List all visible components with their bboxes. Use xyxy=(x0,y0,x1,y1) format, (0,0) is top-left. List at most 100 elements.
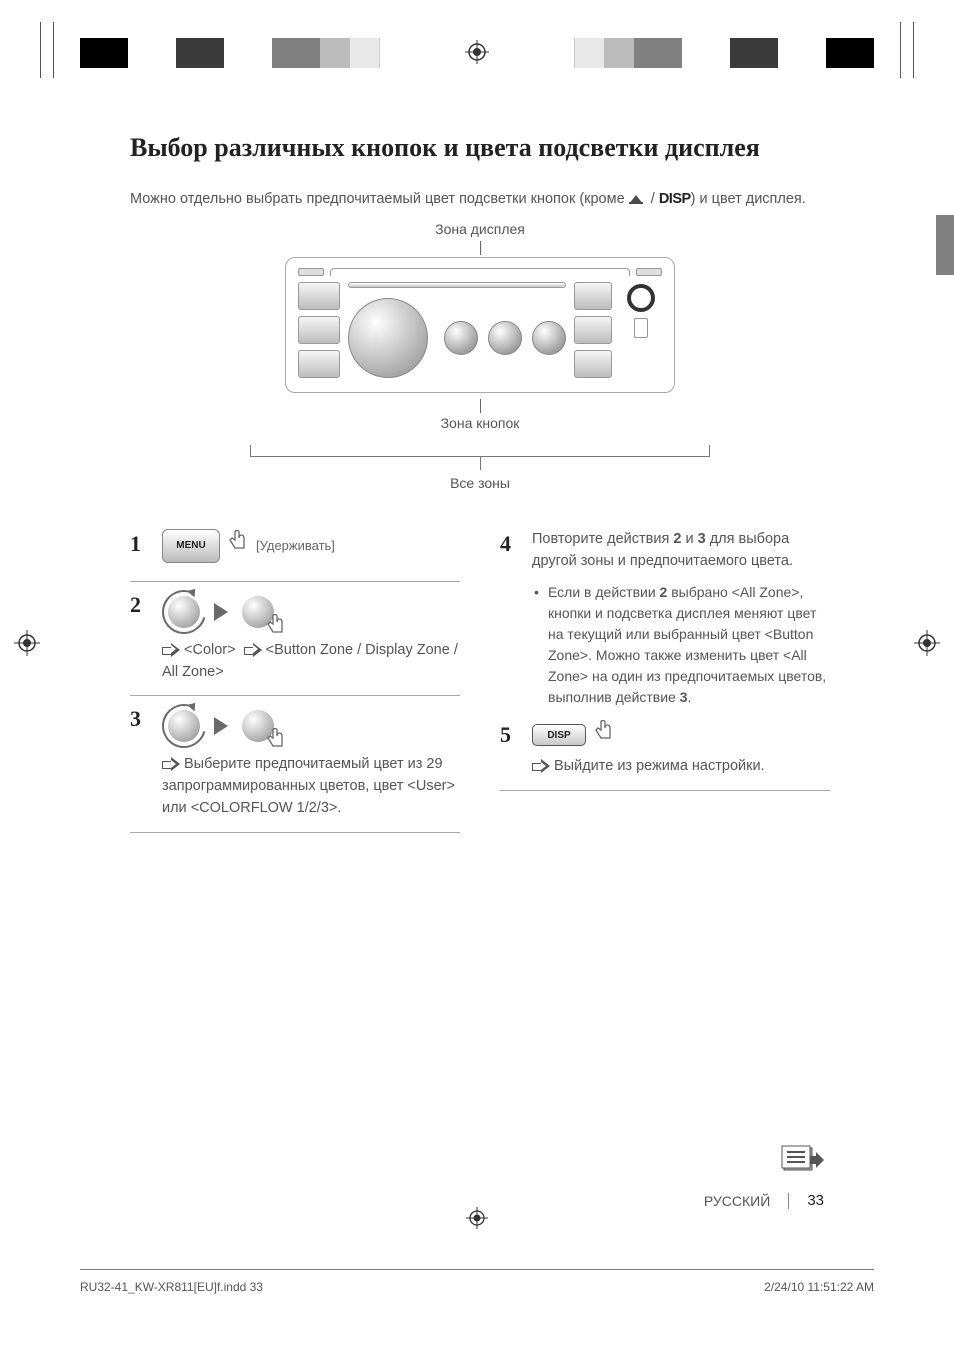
pointer-line xyxy=(480,241,481,255)
steps-right-column: 4 Повторите действия 2 и 3 для выбора др… xyxy=(500,521,830,833)
intro-prefix: Можно отдельно выбрать предпочитаемый цв… xyxy=(130,191,629,207)
small-knob xyxy=(488,321,522,355)
side-button xyxy=(574,282,612,310)
intro-suffix: ) и цвет дисплея. xyxy=(691,191,806,207)
menu-button-icon: MENU xyxy=(162,529,220,563)
crop-mark-left xyxy=(40,22,54,78)
swatch xyxy=(128,38,176,68)
lcd-area xyxy=(348,282,566,288)
small-knob xyxy=(532,321,566,355)
side-button xyxy=(298,316,340,344)
swatch xyxy=(826,38,874,68)
swatch xyxy=(682,38,730,68)
page-content: Выбор различных кнопок и цвета подсветки… xyxy=(130,130,830,833)
hold-label: [Удерживать] xyxy=(256,536,335,556)
rotate-knob-icon xyxy=(162,590,206,634)
outline-arrow-icon xyxy=(162,644,180,656)
step4-and: и xyxy=(681,531,697,547)
radio-diagram: Зона дисплея xyxy=(220,221,740,491)
registration-mark-bottom xyxy=(466,1207,488,1232)
side-button xyxy=(298,350,340,378)
button-zone-label: Зона кнопок xyxy=(220,415,740,431)
bullet-text: . xyxy=(688,689,692,705)
step4-bullet: Если в действии 2 выбрано <All Zone>, кн… xyxy=(532,582,830,708)
hand-press-icon xyxy=(228,530,248,561)
right-buttons xyxy=(574,282,612,378)
steps-container: 1 MENU [Удерживать] 2 xyxy=(130,521,830,833)
small-knob xyxy=(444,321,478,355)
hand-press-icon xyxy=(594,720,614,750)
ring-button xyxy=(627,284,655,312)
step-1: 1 MENU [Удерживать] xyxy=(130,521,460,582)
color-swatches-right xyxy=(574,38,874,68)
panel-tab xyxy=(636,268,662,276)
source-file: RU32-41_KW-XR811[EU]f.indd 33 xyxy=(80,1280,263,1294)
swatch xyxy=(350,38,380,68)
intro-text: Можно отдельно выбрать предпочитаемый цв… xyxy=(130,189,830,211)
swatch xyxy=(176,38,224,68)
registration-mark-left xyxy=(14,630,40,661)
outline-arrow-icon xyxy=(162,758,180,770)
right-controls xyxy=(620,282,662,378)
crop-mark-right xyxy=(900,22,914,78)
all-zones-label: Все зоны xyxy=(220,475,740,491)
print-metadata: RU32-41_KW-XR811[EU]f.indd 33 2/24/10 11… xyxy=(80,1269,874,1294)
step-number: 5 xyxy=(500,720,520,746)
continue-icon xyxy=(780,1142,824,1174)
swatch xyxy=(778,38,826,68)
rotate-knob-icon xyxy=(162,704,206,748)
radio-illustration xyxy=(285,257,675,393)
step3-text: Выберите предпочитаемый цвет из 29 запро… xyxy=(162,756,455,816)
swatch xyxy=(320,38,350,68)
menu-button-label: MENU xyxy=(176,538,205,553)
page-title: Выбор различных кнопок и цвета подсветки… xyxy=(130,130,830,165)
registration-mark-right xyxy=(914,630,940,661)
arrow-right-icon xyxy=(214,717,228,735)
registration-mark-top xyxy=(465,40,489,69)
outline-arrow-icon xyxy=(532,760,550,772)
arrow-right-icon xyxy=(214,603,228,621)
bullet-text: выбрано <All Zone>, кнопки и подсветка д… xyxy=(548,584,826,705)
step-2: 2 <Color> <Button Zone / Display Zone / … xyxy=(130,582,460,697)
color-swatches-left xyxy=(80,38,380,68)
page-footer: РУССКИЙ 33 xyxy=(704,1192,824,1209)
swatch xyxy=(730,38,778,68)
side-button xyxy=(574,350,612,378)
registration-bar-top xyxy=(0,30,954,70)
step5-text: Выйдите из режима настройки. xyxy=(554,758,765,774)
side-button xyxy=(298,282,340,310)
outline-arrow-icon xyxy=(244,644,262,656)
main-knob xyxy=(348,298,428,378)
steps-left-column: 1 MENU [Удерживать] 2 xyxy=(130,521,460,833)
disp-label: DISP xyxy=(659,191,691,207)
panel-tab xyxy=(298,268,324,276)
step-number: 3 xyxy=(130,704,150,730)
eject-icon-bar xyxy=(629,202,643,204)
press-knob-icon xyxy=(236,704,280,748)
footer-separator xyxy=(788,1193,789,1209)
swatch xyxy=(634,38,682,68)
swatch xyxy=(574,38,604,68)
step-5: 5 DISP Выйдите из режима настройки. xyxy=(500,712,830,791)
step4-text: Повторите действия xyxy=(532,531,673,547)
left-buttons xyxy=(298,282,340,378)
step-number: 4 xyxy=(500,529,520,555)
disp-button-icon: DISP xyxy=(532,724,586,746)
step-number: 1 xyxy=(130,529,150,555)
print-timestamp: 2/24/10 11:51:22 AM xyxy=(764,1280,874,1294)
side-button xyxy=(574,316,612,344)
page-number: 33 xyxy=(807,1192,824,1209)
step-3: 3 Выберите предпочитаемый цвет из 29 зап… xyxy=(130,696,460,832)
swatch xyxy=(604,38,634,68)
step-number: 2 xyxy=(130,590,150,616)
swatch xyxy=(272,38,320,68)
language-label: РУССКИЙ xyxy=(704,1193,770,1209)
section-tab xyxy=(936,215,954,275)
display-zone-label: Зона дисплея xyxy=(220,221,740,237)
swatch xyxy=(80,38,128,68)
panel-top-strip xyxy=(330,268,630,276)
pointer-line xyxy=(480,399,481,413)
swatch xyxy=(224,38,272,68)
step-4: 4 Повторите действия 2 и 3 для выбора др… xyxy=(500,521,830,713)
disp-button-label: DISP xyxy=(547,728,570,743)
